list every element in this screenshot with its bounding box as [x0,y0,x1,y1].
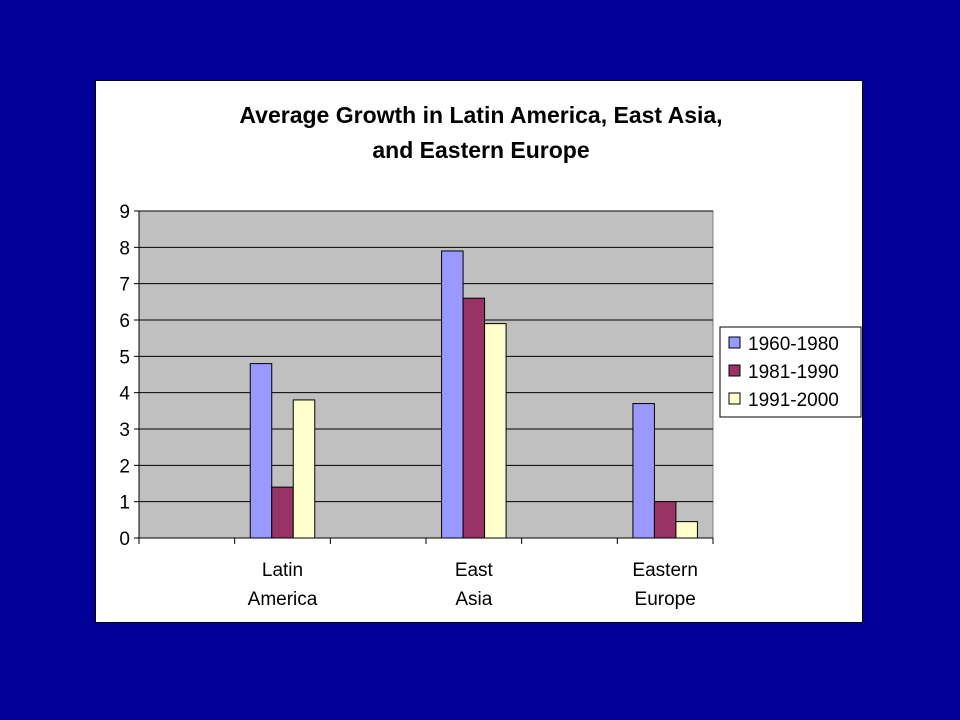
bar-1960-1980 [249,363,273,539]
y-tick-label: 2 [119,456,130,477]
chart-title-line-2: and Eastern Europe [372,137,589,163]
legend: 1960-1980 1981-1990 1991-2000 [719,326,862,418]
y-tick-label: 3 [119,420,130,441]
bar-1991-2000 [675,521,698,539]
y-tick-label: 8 [119,238,130,259]
x-category-label: Latin [262,560,303,581]
y-tick-label: 4 [119,384,130,405]
y-tick-label: 1 [119,493,130,514]
legend-box [719,326,862,418]
bar-1991-2000 [484,323,507,539]
bar-chart: Average Growth in Latin America, East As… [119,102,862,610]
x-category-label: East [455,560,494,581]
y-tick-label: 9 [119,202,130,223]
bar-1960-1980 [632,403,655,539]
x-category-label: Asia [455,589,492,610]
legend-label: 1960-1980 [748,334,839,355]
bar-1981-1990 [271,486,294,539]
legend-swatch [728,392,741,405]
legend-swatch [728,336,741,349]
chart-title-line-1: Average Growth in Latin America, East As… [239,102,722,128]
y-tick-label: 6 [119,311,130,332]
legend-swatch [728,364,741,377]
plot-area [138,210,714,539]
chart-frame: Average Growth in Latin America, East As… [95,80,863,623]
legend-label: 1991-2000 [748,390,839,411]
bar-1981-1990 [653,501,677,539]
bar-1981-1990 [462,297,486,539]
x-category-label: Europe [635,589,696,610]
x-category-label: America [248,589,318,610]
x-category-label: Eastern [632,560,697,581]
legend-label: 1981-1990 [748,362,839,383]
y-tick-label: 5 [119,347,130,368]
bar-1991-2000 [292,399,316,539]
y-tick-label: 0 [119,529,130,550]
bar-1960-1980 [441,250,464,539]
y-tick-label: 7 [119,275,130,296]
